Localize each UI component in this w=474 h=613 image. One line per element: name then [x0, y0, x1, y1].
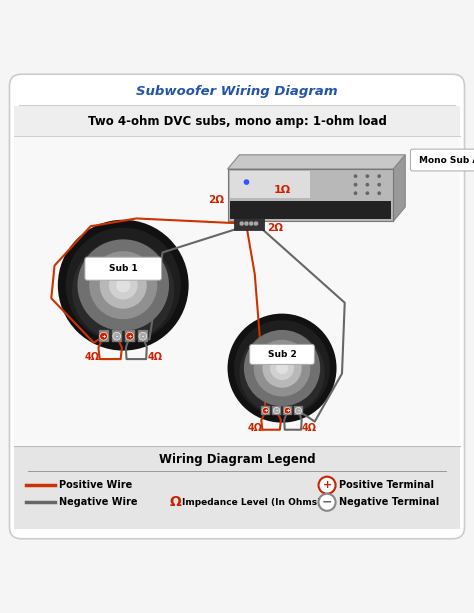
Text: −: − — [322, 496, 332, 509]
Circle shape — [354, 183, 357, 186]
Circle shape — [116, 278, 130, 292]
Text: 2Ω: 2Ω — [208, 195, 224, 205]
Circle shape — [249, 221, 254, 226]
FancyBboxPatch shape — [261, 406, 270, 416]
Text: Mono Sub Amp: Mono Sub Amp — [419, 156, 474, 164]
Circle shape — [109, 271, 137, 300]
Text: 4Ω: 4Ω — [84, 352, 100, 362]
Circle shape — [284, 408, 291, 414]
Circle shape — [58, 219, 189, 351]
Circle shape — [319, 477, 336, 493]
Circle shape — [254, 221, 258, 226]
Circle shape — [276, 362, 288, 374]
Circle shape — [254, 340, 310, 397]
Circle shape — [239, 221, 244, 226]
Circle shape — [113, 332, 120, 340]
Circle shape — [66, 227, 181, 343]
Circle shape — [234, 320, 330, 416]
Circle shape — [354, 174, 357, 178]
Text: +: + — [101, 333, 106, 339]
Text: Wiring Diagram Legend: Wiring Diagram Legend — [159, 453, 315, 466]
Text: -: - — [142, 333, 144, 339]
Text: +: + — [128, 333, 132, 339]
Circle shape — [319, 493, 336, 511]
Circle shape — [263, 349, 301, 388]
Circle shape — [263, 408, 269, 414]
FancyBboxPatch shape — [9, 74, 465, 539]
Text: Negative Terminal: Negative Terminal — [339, 497, 439, 508]
Text: 4Ω: 4Ω — [302, 423, 317, 433]
FancyBboxPatch shape — [272, 406, 281, 416]
Text: Negative Wire: Negative Wire — [59, 497, 138, 508]
Circle shape — [139, 332, 147, 340]
Text: Positive Terminal: Positive Terminal — [339, 480, 434, 490]
Polygon shape — [230, 201, 391, 219]
Circle shape — [354, 191, 357, 195]
Circle shape — [77, 240, 169, 331]
Text: 4Ω: 4Ω — [247, 423, 262, 433]
Polygon shape — [393, 155, 405, 221]
Circle shape — [273, 408, 280, 414]
Text: Sub 2: Sub 2 — [268, 350, 296, 359]
FancyBboxPatch shape — [125, 330, 135, 342]
Circle shape — [228, 314, 337, 422]
Text: 4Ω: 4Ω — [147, 352, 162, 362]
FancyBboxPatch shape — [283, 406, 292, 416]
Text: -: - — [297, 408, 300, 413]
Text: +: + — [264, 408, 268, 413]
Circle shape — [239, 330, 325, 415]
Text: +: + — [322, 480, 332, 490]
Circle shape — [89, 251, 157, 319]
Circle shape — [100, 332, 108, 340]
FancyBboxPatch shape — [138, 330, 148, 342]
Polygon shape — [228, 155, 405, 169]
Text: Ω: Ω — [170, 495, 181, 509]
Circle shape — [100, 262, 147, 309]
Circle shape — [377, 174, 381, 178]
Circle shape — [365, 183, 369, 186]
FancyBboxPatch shape — [410, 149, 474, 171]
FancyBboxPatch shape — [234, 218, 264, 230]
Text: -: - — [116, 333, 118, 339]
Polygon shape — [230, 172, 310, 198]
FancyBboxPatch shape — [112, 330, 122, 342]
Circle shape — [377, 183, 381, 186]
Text: Impedance Level (In Ohms): Impedance Level (In Ohms) — [182, 498, 322, 507]
FancyBboxPatch shape — [85, 257, 162, 280]
FancyBboxPatch shape — [294, 406, 303, 416]
Circle shape — [377, 191, 381, 195]
FancyBboxPatch shape — [99, 330, 109, 342]
Text: 1Ω: 1Ω — [273, 185, 291, 196]
Text: Two 4-ohm DVC subs, mono amp: 1-ohm load: Two 4-ohm DVC subs, mono amp: 1-ohm load — [88, 115, 386, 128]
Text: Sub 1: Sub 1 — [109, 264, 137, 273]
Circle shape — [244, 330, 320, 406]
Circle shape — [365, 191, 369, 195]
FancyBboxPatch shape — [14, 105, 460, 136]
Text: 2Ω: 2Ω — [267, 223, 283, 234]
FancyBboxPatch shape — [250, 345, 314, 364]
Circle shape — [270, 356, 294, 380]
Polygon shape — [228, 169, 393, 221]
Circle shape — [126, 332, 134, 340]
Text: Subwoofer Wiring Diagram: Subwoofer Wiring Diagram — [136, 85, 338, 98]
Circle shape — [244, 221, 249, 226]
Circle shape — [295, 408, 301, 414]
Circle shape — [365, 174, 369, 178]
FancyBboxPatch shape — [14, 137, 460, 445]
Text: -: - — [275, 408, 278, 413]
Circle shape — [72, 240, 174, 341]
Text: +: + — [285, 408, 290, 413]
FancyBboxPatch shape — [14, 446, 460, 529]
Circle shape — [244, 179, 249, 185]
Text: Positive Wire: Positive Wire — [59, 480, 133, 490]
